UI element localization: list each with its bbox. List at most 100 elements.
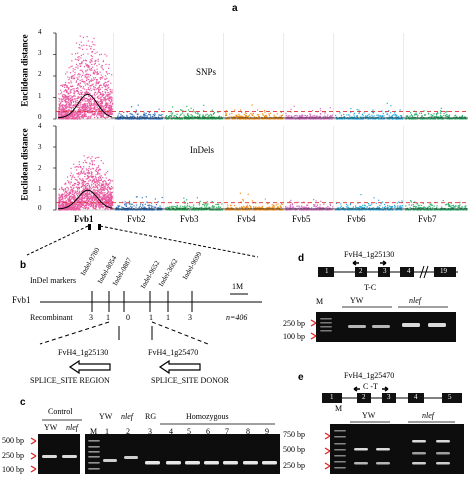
data-point-Fvb1-0-507	[96, 100, 98, 102]
data-point-Fvb3-1-1	[195, 207, 197, 209]
data-point-Fvb1-0-250	[77, 115, 79, 117]
data-point-Fvb2-1-246	[136, 196, 138, 198]
data-point-Fvb1-0-535	[108, 100, 110, 102]
data-point-Fvb1-1-604	[81, 172, 83, 174]
data-point-Fvb1-1-1218	[73, 206, 75, 208]
data-point-Fvb1-1-1094	[90, 158, 92, 160]
data-point-Fvb1-1-657	[99, 203, 101, 205]
data-point-Fvb1-0-1319	[100, 111, 102, 114]
data-point-Fvb1-0-1341	[65, 117, 67, 119]
data-point-Fvb1-1-1208	[81, 202, 83, 204]
data-point-Fvb2-1-252	[116, 207, 118, 209]
data-point-Fvb2-0-16	[135, 112, 137, 114]
data-point-Fvb3-0-67	[174, 115, 176, 117]
data-point-Fvb3-0-118	[183, 114, 185, 116]
data-point-Fvb1-0-416	[84, 74, 86, 76]
data-point-Fvb5-0-228	[319, 108, 321, 110]
data-point-Fvb4-0-93	[252, 114, 254, 117]
data-point-Fvb3-1-252	[167, 208, 170, 211]
data-point-Fvb2-0-168	[155, 116, 157, 119]
data-point-Fvb1-1-1051	[69, 197, 71, 199]
data-point-Fvb3-0-235	[205, 118, 207, 120]
data-point-Fvb1-0-1302	[70, 82, 72, 84]
data-point-Fvb7-0-15	[443, 112, 445, 115]
data-point-Fvb1-0-993	[90, 74, 92, 76]
data-point-Fvb1-1-532	[98, 205, 100, 207]
data-point-Fvb1-1-1021	[98, 184, 100, 186]
data-point-Fvb1-1-969	[84, 200, 86, 202]
data-point-Fvb1-1-1291	[67, 207, 70, 209]
data-point-Fvb1-1-284	[111, 191, 113, 193]
data-point-Fvb2-0-62	[136, 113, 138, 116]
data-point-Fvb5-0-210	[309, 113, 311, 115]
data-point-Fvb1-1-66	[69, 209, 72, 211]
data-point-Fvb7-0-173	[439, 116, 441, 118]
data-point-Fvb1-1-1022	[111, 195, 113, 197]
data-point-Fvb1-1-776	[107, 192, 109, 194]
data-point-Fvb1-0-1029	[108, 109, 110, 111]
data-point-Fvb1-0-126	[71, 86, 73, 88]
data-point-Fvb1-0-995	[78, 56, 80, 58]
data-point-Fvb1-1-1057	[97, 204, 99, 206]
data-point-Fvb6-0-251	[377, 114, 379, 116]
ytick-bot-2: 2	[38, 164, 42, 172]
data-point-Fvb3-1-247	[204, 206, 206, 208]
data-point-Fvb1-1-1394	[74, 207, 76, 209]
data-point-Fvb1-0-740	[105, 109, 107, 111]
data-point-Fvb1-1-1209	[100, 186, 102, 188]
data-point-Fvb1-0-1023	[95, 113, 97, 115]
data-point-Fvb1-0-434	[93, 48, 95, 50]
data-point-Fvb1-1-1127	[94, 175, 96, 177]
data-point-Fvb1-0-932	[89, 97, 92, 99]
data-point-Fvb5-0-81	[311, 116, 313, 118]
data-point-Fvb3-1-108	[201, 209, 203, 211]
data-point-Fvb1-0-488	[73, 95, 75, 97]
data-point-Fvb1-1-1276	[84, 196, 86, 198]
data-point-Fvb1-1-1353	[78, 209, 80, 211]
data-point-Fvb1-0-1235	[98, 112, 100, 114]
data-point-Fvb1-0-1307	[111, 103, 114, 105]
data-point-Fvb1-1-1235	[65, 206, 67, 208]
data-point-Fvb1-0-851	[67, 76, 69, 78]
data-point-Fvb1-0-1325	[65, 104, 67, 106]
data-point-Fvb1-0-628	[63, 100, 66, 102]
data-point-Fvb3-1-259	[178, 209, 180, 211]
data-point-Fvb1-0-1122	[68, 110, 70, 112]
data-point-Fvb1-0-825	[108, 86, 110, 89]
data-point-Fvb1-0-1386	[70, 66, 72, 68]
data-point-Fvb1-1-983	[93, 189, 95, 191]
data-point-Fvb1-1-365	[71, 176, 73, 178]
data-point-Fvb1-1-234	[99, 197, 101, 199]
data-point-Fvb1-0-720	[70, 89, 72, 91]
data-point-Fvb1-1-1063	[89, 195, 91, 198]
data-point-Fvb1-1-594	[58, 203, 60, 205]
data-point-Fvb1-1-493	[64, 206, 66, 208]
data-point-Fvb5-0-187	[311, 117, 313, 120]
data-point-Fvb4-0-6	[263, 109, 266, 112]
data-point-Fvb5-0-221	[310, 118, 312, 120]
data-point-Fvb1-0-1327	[104, 89, 106, 91]
data-point-Fvb6-0-27	[365, 116, 367, 118]
data-point-Fvb1-1-14	[99, 185, 101, 187]
data-point-Fvb5-0-143	[324, 116, 326, 118]
data-point-Fvb2-1-101	[140, 203, 142, 205]
data-point-Fvb1-1-1367	[67, 176, 69, 178]
data-point-Fvb1-1-1183	[82, 193, 84, 195]
data-point-Fvb3-1-145	[179, 205, 181, 207]
data-point-Fvb1-0-88	[71, 97, 73, 99]
data-point-Fvb1-0-843	[75, 81, 77, 83]
data-point-Fvb2-0-77	[148, 118, 150, 120]
data-point-Fvb6-0-26	[395, 114, 397, 117]
data-point-Fvb1-0-837	[96, 106, 98, 109]
data-point-Fvb3-0-244	[201, 118, 203, 120]
data-point-Fvb7-0-3	[440, 111, 442, 113]
data-point-Fvb3-0-52	[170, 115, 172, 117]
data-point-Fvb1-0-414	[83, 88, 86, 90]
data-point-Fvb1-0-680	[97, 60, 99, 62]
data-point-Fvb2-0-221	[143, 113, 145, 116]
data-point-Fvb7-0-57	[459, 116, 461, 118]
data-point-Fvb4-0-149	[245, 118, 247, 120]
data-point-Fvb1-0-554	[75, 87, 78, 90]
data-point-Fvb1-1-844	[75, 209, 77, 211]
data-point-Fvb2-0-69	[143, 114, 145, 116]
